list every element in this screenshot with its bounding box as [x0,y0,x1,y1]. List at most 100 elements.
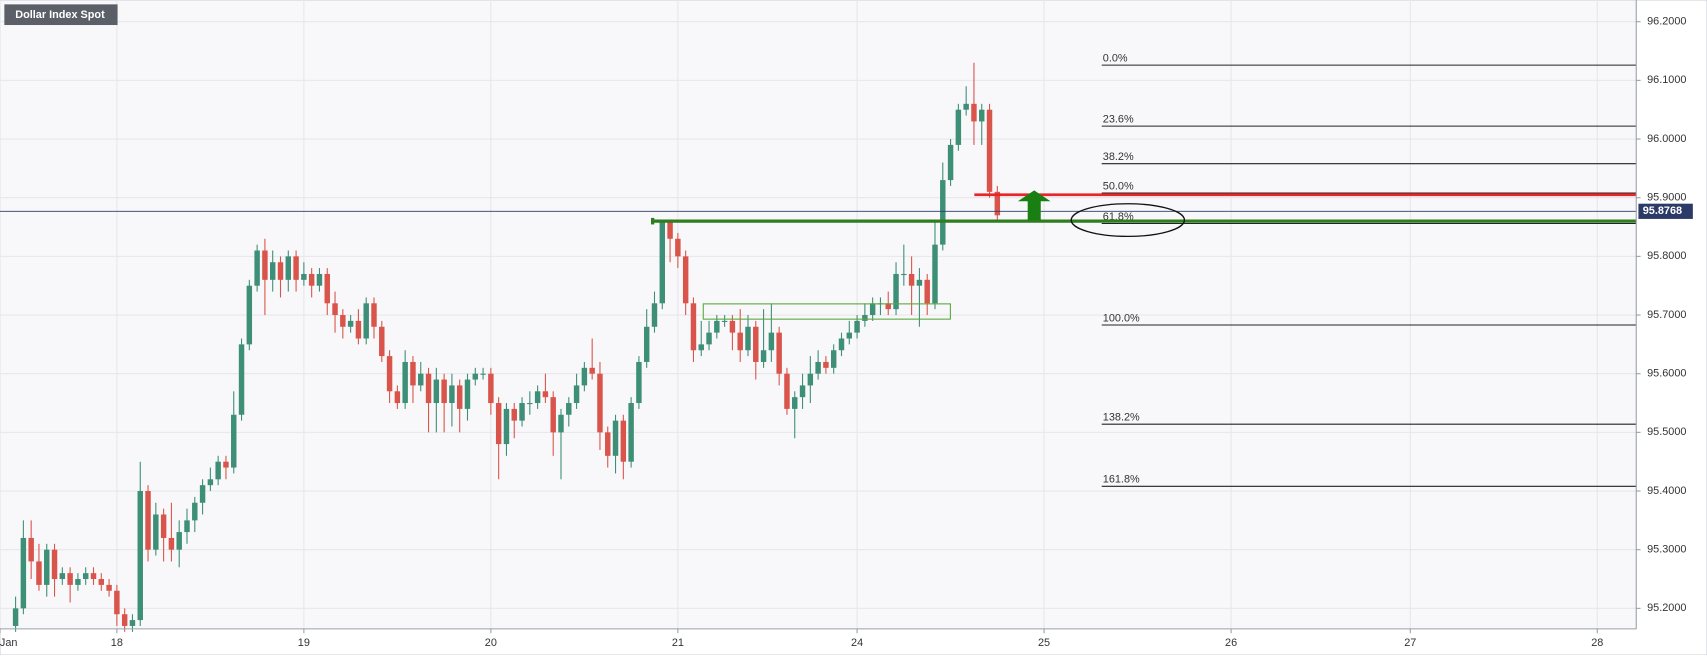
candle-body [394,391,401,404]
candle-body [550,397,556,433]
candle-body [75,579,81,585]
candle-body [246,285,253,345]
candle-body [472,373,479,380]
candle-body [869,303,876,316]
candle-body [269,262,276,280]
candle-body [659,221,666,304]
y-tick-label: 96.0000 [1647,133,1686,145]
candle-body [558,414,564,433]
candle-body [231,414,237,468]
candle-body [277,262,284,280]
candle-body [854,320,860,333]
candle-body [901,273,907,276]
candle-body [441,379,447,404]
candle-body [620,420,627,462]
candle-body [706,332,712,345]
candle-body [254,250,260,286]
candle-body [293,256,299,280]
y-tick-label: 95.8000 [1647,250,1686,262]
candle-body [947,144,954,181]
candle-body [690,303,697,351]
x-tick-label: 19 [298,637,310,649]
candle-body [324,273,330,304]
candle-body [59,573,66,580]
candle-body [347,320,354,327]
candle-body [729,320,736,333]
range-box [702,303,951,320]
candle-body [862,315,868,321]
candle-body [994,191,1001,216]
candle-body [262,250,268,280]
x-tick-label: 28 [1591,637,1603,649]
candle-body [301,273,307,280]
candle-body [51,549,58,580]
x-tick-label: Jan [0,637,17,649]
candle-body [721,320,728,322]
x-tick-label: 25 [1038,637,1050,649]
candle-body [106,584,112,591]
candle-body [308,273,315,286]
fib-label: 50.0% [1103,180,1134,192]
y-tick-label: 95.9000 [1647,192,1686,204]
x-tick-label: 27 [1404,637,1416,649]
candle-body [12,608,19,626]
title-box [4,4,118,26]
candle-body [511,408,517,421]
candle-body [184,520,190,533]
candle-body [893,273,899,310]
candle-body [332,303,338,316]
candle-body [44,549,50,585]
candle-body [160,514,167,538]
candle-body [799,385,806,398]
candle-body [402,361,408,404]
candle-body [168,537,175,550]
candle-body [153,514,159,550]
x-tick-label: 18 [111,637,123,649]
chart-title: Dollar Index Spot [15,9,105,21]
candle-body [145,491,151,550]
y-tick-label: 95.7000 [1647,309,1686,321]
candle-body [207,479,214,486]
candle-body [932,244,938,304]
candle-body [916,279,923,286]
y-tick-label: 96.1000 [1647,74,1686,86]
up-arrow [1017,190,1051,221]
candle-body [745,326,751,351]
candle-body [768,332,775,351]
candle-body [807,373,814,386]
candle-body [223,461,229,468]
candle-body [636,361,642,404]
candle-body [566,403,572,415]
candle-body [215,461,221,480]
y-tick-label: 95.2000 [1647,602,1686,614]
fib-label: 138.2% [1103,411,1140,423]
candle-body [90,573,97,580]
candle-body [753,326,759,362]
candle-body [425,373,432,404]
candle-body [129,620,136,626]
candle-body [363,303,369,339]
candle-body [121,614,128,626]
candle-body [589,367,595,374]
last-price-label: 95.8768 [1643,205,1682,217]
candle-body [628,403,634,462]
x-tick-label: 24 [851,637,863,649]
candle-body [955,109,962,145]
candle-body [456,385,463,409]
plot-background [0,0,1636,629]
fib-label: 100.0% [1103,312,1140,324]
support-start [651,217,655,225]
candle-body [597,373,603,433]
candle-body [612,420,619,456]
candle-body [114,590,120,615]
candle-body [371,303,377,327]
candle-body [924,279,930,304]
fib-label: 0.0% [1103,52,1128,64]
candle-body [488,373,494,404]
candle-body [379,326,385,357]
fib-label: 38.2% [1103,151,1134,163]
y-tick-label: 95.3000 [1647,544,1686,556]
candle-body [643,326,650,362]
candle-body [979,109,985,122]
